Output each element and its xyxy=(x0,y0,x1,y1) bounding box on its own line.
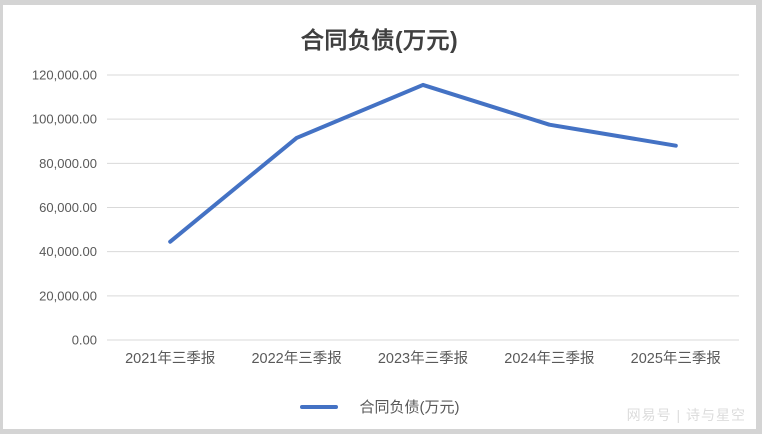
x-axis-tick-label: 2025年三季报 xyxy=(631,350,721,367)
y-axis-tick-label: 40,000.00 xyxy=(39,244,97,259)
x-axis-tick-label: 2021年三季报 xyxy=(125,350,215,367)
chart-canvas: 合同负债(万元) 0.00 20,000.00 40,000.00 60,000.00… xyxy=(3,5,756,429)
legend: 合同负债(万元) xyxy=(3,396,756,417)
y-axis-tick-label: 80,000.00 xyxy=(39,156,97,171)
y-axis-tick-label: 20,000.00 xyxy=(39,288,97,303)
x-axis-tick-label: 2022年三季报 xyxy=(251,350,341,367)
y-axis-tick-label: 60,000.00 xyxy=(39,200,97,215)
data-line-series xyxy=(168,82,678,244)
legend-line-icon xyxy=(299,404,338,409)
legend-label: 合同负债(万元) xyxy=(359,399,460,416)
x-axis-tick-label: 2023年三季报 xyxy=(378,350,468,367)
watermark: 网易号 | 诗与星空 xyxy=(626,407,746,423)
y-axis-tick-label: 0.00 xyxy=(72,333,97,348)
chart-svg: 0.00 20,000.00 40,000.00 60,000.00 80,000.00… xyxy=(32,68,739,367)
y-axis-tick-label: 100,000.00 xyxy=(32,112,97,127)
y-axis-tick-label: 120,000.00 xyxy=(32,68,97,83)
chart-title: 合同负债(万元) xyxy=(300,27,459,53)
x-axis-tick-label: 2024年三季报 xyxy=(504,350,594,367)
